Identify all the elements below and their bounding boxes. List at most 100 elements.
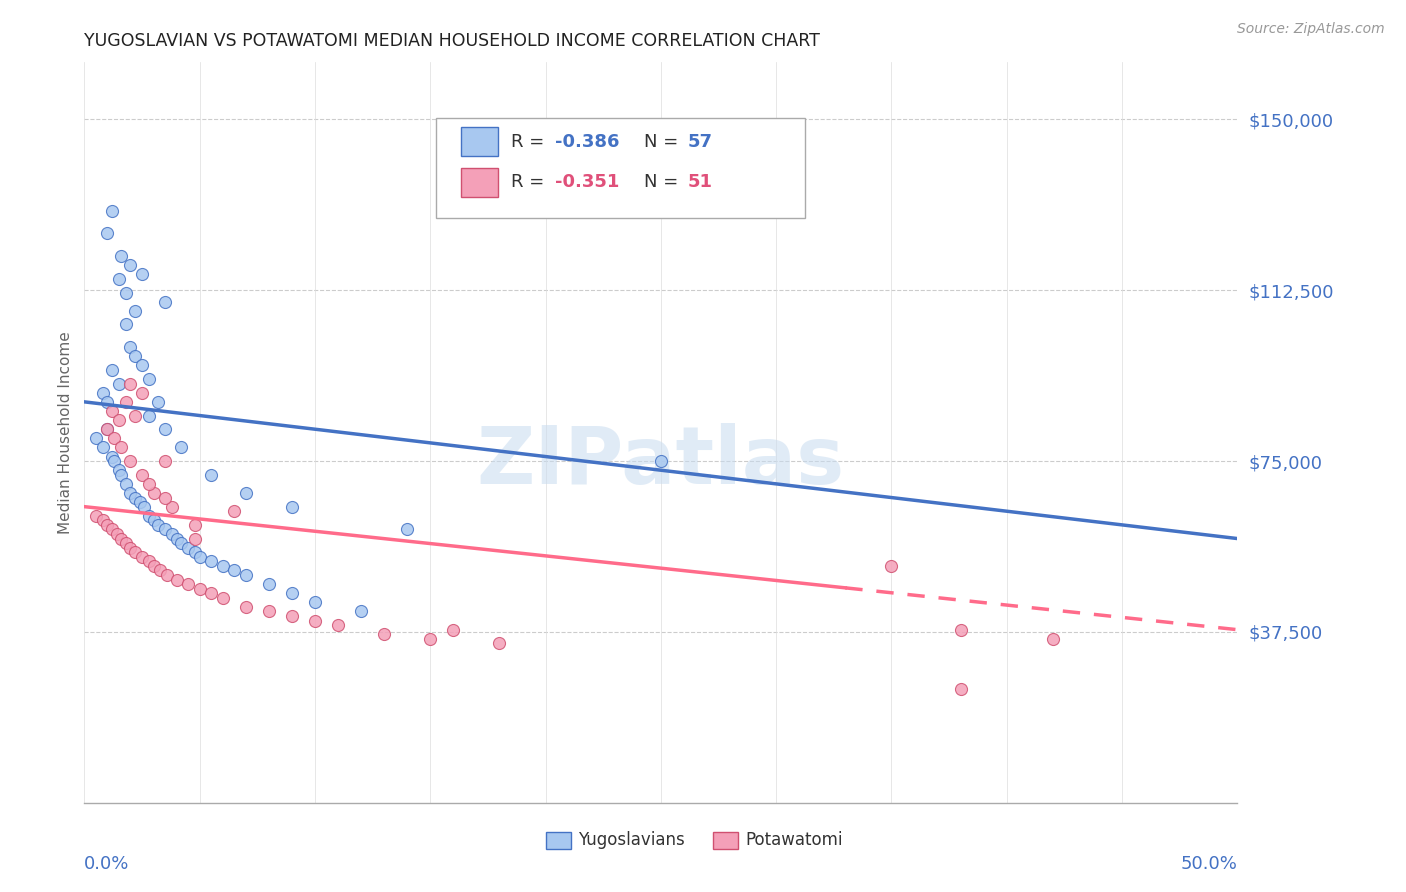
Point xyxy=(350,604,373,618)
Text: 51: 51 xyxy=(688,173,713,192)
Point xyxy=(200,554,222,568)
Point xyxy=(188,582,211,596)
Point xyxy=(257,604,280,618)
Text: 50.0%: 50.0% xyxy=(1181,855,1237,872)
Point xyxy=(110,249,132,263)
Point xyxy=(184,545,207,559)
Point xyxy=(91,385,114,400)
Point xyxy=(153,491,176,505)
Point xyxy=(166,532,188,546)
Point xyxy=(160,527,183,541)
Point xyxy=(149,564,172,578)
Point xyxy=(110,532,132,546)
Point xyxy=(1042,632,1064,646)
Text: -0.386: -0.386 xyxy=(555,133,619,151)
Point xyxy=(170,536,193,550)
FancyBboxPatch shape xyxy=(436,118,806,218)
Point xyxy=(153,523,176,537)
Point xyxy=(131,385,153,400)
Point xyxy=(120,486,142,500)
Point xyxy=(120,376,142,391)
Point xyxy=(224,564,246,578)
Point xyxy=(153,454,176,468)
Y-axis label: Median Household Income: Median Household Income xyxy=(58,331,73,534)
Point xyxy=(96,422,118,436)
Point xyxy=(211,558,233,573)
Point xyxy=(120,340,142,354)
Point xyxy=(124,303,146,318)
Point xyxy=(91,441,114,455)
Point xyxy=(153,422,176,436)
Point xyxy=(108,272,131,286)
Point xyxy=(138,409,160,423)
Point xyxy=(166,573,188,587)
Point xyxy=(120,454,142,468)
Text: N =: N = xyxy=(644,173,683,192)
Point xyxy=(138,554,160,568)
Point xyxy=(108,376,131,391)
Point xyxy=(949,681,972,696)
Point xyxy=(115,318,138,332)
Point xyxy=(96,422,118,436)
Point xyxy=(235,568,257,582)
Point xyxy=(124,409,146,423)
Point xyxy=(96,517,118,532)
Point xyxy=(146,517,169,532)
Point xyxy=(131,549,153,564)
Point xyxy=(115,476,138,491)
Point xyxy=(124,545,146,559)
Point xyxy=(880,558,903,573)
Text: 57: 57 xyxy=(688,133,713,151)
Point xyxy=(146,395,169,409)
Point xyxy=(177,577,200,591)
FancyBboxPatch shape xyxy=(461,168,498,197)
Point xyxy=(101,363,124,377)
Point xyxy=(96,395,118,409)
Point xyxy=(949,623,972,637)
Point xyxy=(188,549,211,564)
Point xyxy=(84,431,107,445)
Point xyxy=(105,527,128,541)
Point xyxy=(650,454,672,468)
Text: -0.351: -0.351 xyxy=(555,173,619,192)
Point xyxy=(156,568,179,582)
Point xyxy=(131,359,153,373)
FancyBboxPatch shape xyxy=(713,832,738,848)
Point xyxy=(115,285,138,300)
FancyBboxPatch shape xyxy=(461,127,498,156)
Point xyxy=(257,577,280,591)
Text: 0.0%: 0.0% xyxy=(84,855,129,872)
Point xyxy=(184,532,207,546)
Point xyxy=(110,441,132,455)
Point xyxy=(142,486,165,500)
Point xyxy=(84,508,107,523)
Point xyxy=(138,508,160,523)
Point xyxy=(128,495,150,509)
Point xyxy=(396,523,419,537)
Point xyxy=(103,431,125,445)
Point xyxy=(177,541,200,555)
Point xyxy=(108,413,131,427)
Text: Source: ZipAtlas.com: Source: ZipAtlas.com xyxy=(1237,22,1385,37)
Point xyxy=(138,372,160,386)
Point xyxy=(281,500,304,514)
FancyBboxPatch shape xyxy=(546,832,571,848)
Point xyxy=(115,536,138,550)
Point xyxy=(281,586,304,600)
Point xyxy=(326,618,349,632)
Point xyxy=(441,623,464,637)
Point xyxy=(110,467,132,482)
Point xyxy=(235,599,257,614)
Text: N =: N = xyxy=(644,133,683,151)
Point xyxy=(103,454,125,468)
Point xyxy=(488,636,510,650)
Point xyxy=(120,258,142,272)
Point xyxy=(211,591,233,605)
Point xyxy=(101,450,124,464)
Point xyxy=(142,513,165,527)
Point xyxy=(281,609,304,624)
Point xyxy=(200,586,222,600)
Point xyxy=(124,349,146,363)
Text: R =: R = xyxy=(510,133,550,151)
Point xyxy=(96,227,118,241)
